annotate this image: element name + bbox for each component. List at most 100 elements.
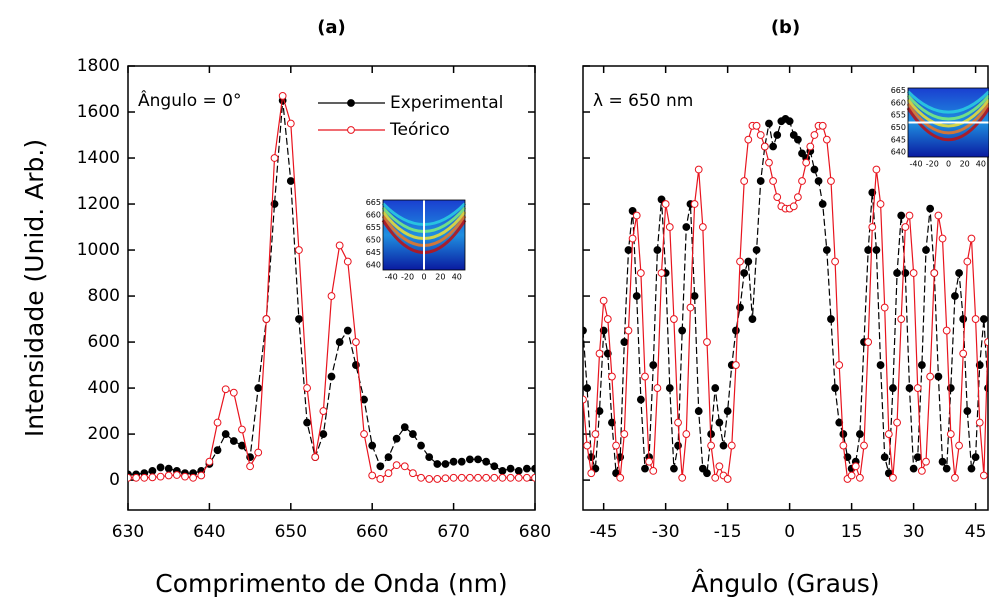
data-point [140, 473, 149, 482]
data-point [376, 462, 385, 471]
data-point [616, 473, 625, 482]
data-point [876, 361, 885, 369]
data-point [909, 464, 918, 473]
data-point [213, 418, 222, 427]
data-point [368, 441, 377, 450]
data-point [793, 135, 802, 144]
data-point [128, 473, 132, 482]
data-point [319, 430, 328, 438]
y-tick-label: 1000 [77, 240, 120, 260]
data-point [417, 441, 425, 450]
data-point [303, 418, 311, 427]
data-point [694, 165, 703, 174]
inset-y-tick-label: 660 [891, 98, 906, 107]
legend-label: Teórico [389, 120, 450, 140]
data-point [851, 462, 860, 471]
series-line [128, 100, 535, 475]
data-point [474, 455, 482, 464]
inset-y-tick-label: 645 [891, 135, 906, 144]
inset-x-tick-label: -20 [401, 273, 414, 282]
data-point [740, 269, 749, 277]
data-point [967, 464, 976, 473]
data-point [740, 177, 749, 185]
data-point [855, 473, 864, 482]
data-point [715, 462, 724, 471]
data-point [433, 460, 442, 468]
x-tick-label: 630 [112, 522, 144, 542]
data-point [449, 457, 458, 466]
data-point [522, 464, 531, 473]
data-point [254, 384, 263, 392]
data-point [736, 257, 744, 266]
data-point [327, 292, 336, 300]
data-point [897, 211, 906, 220]
data-point [798, 177, 806, 185]
data-point [942, 326, 951, 335]
data-point [938, 234, 947, 243]
x-tick-label: -45 [590, 522, 618, 542]
data-point [818, 200, 827, 208]
data-point [889, 384, 897, 392]
data-point [703, 469, 711, 478]
data-point [205, 457, 214, 466]
inset-band [906, 94, 989, 121]
data-point [942, 464, 951, 473]
inset-x-tick-label: 40 [452, 273, 462, 282]
data-point [802, 158, 811, 167]
data-point [707, 441, 716, 450]
y-tick-label: 1800 [77, 56, 120, 76]
data-point [624, 326, 633, 335]
data-point [620, 338, 629, 346]
inset-y-tick-label: 665 [366, 198, 381, 207]
data-point [665, 384, 674, 392]
data-point [913, 384, 922, 392]
legend-marker [347, 99, 355, 107]
data-point [926, 204, 935, 213]
data-point [752, 121, 761, 130]
data-point [711, 384, 720, 392]
data-point [951, 473, 959, 482]
inset-y-tick-label: 665 [891, 86, 906, 95]
data-point [855, 430, 864, 438]
inset-y-tick-label: 640 [366, 261, 381, 270]
data-point [917, 466, 926, 475]
data-point [262, 315, 271, 323]
x-tick-label: 650 [275, 522, 307, 542]
y-tick-label: 1400 [77, 148, 120, 168]
data-point [303, 384, 311, 392]
data-point [474, 473, 482, 482]
data-point [368, 471, 377, 480]
data-point [831, 384, 839, 392]
data-point [748, 315, 757, 323]
plot-area [583, 115, 988, 483]
inset-y-tick-label: 640 [891, 148, 906, 157]
inset-x-tick-label: 40 [976, 160, 986, 169]
data-point [922, 246, 930, 254]
data-point [864, 338, 873, 346]
data-point [682, 430, 691, 438]
data-point [583, 326, 587, 335]
inset-band [906, 103, 989, 135]
data-point [506, 464, 515, 473]
data-point [979, 315, 988, 323]
data-point [698, 223, 707, 231]
data-point [384, 469, 393, 478]
data-point [295, 315, 303, 323]
data-point [221, 430, 230, 438]
data-point [238, 441, 246, 450]
data-point [164, 464, 173, 473]
data-point [901, 223, 910, 231]
plot-frame [127, 65, 536, 511]
data-point [760, 142, 769, 151]
data-point [765, 158, 773, 167]
data-point [971, 315, 980, 323]
data-point [628, 234, 637, 243]
data-point [955, 269, 963, 277]
inset-x-tick-label: 20 [435, 273, 445, 282]
data-point [213, 446, 222, 455]
data-point [884, 430, 893, 438]
data-point [400, 423, 409, 432]
data-point [839, 441, 848, 450]
data-point [608, 372, 616, 381]
data-point [238, 425, 246, 434]
